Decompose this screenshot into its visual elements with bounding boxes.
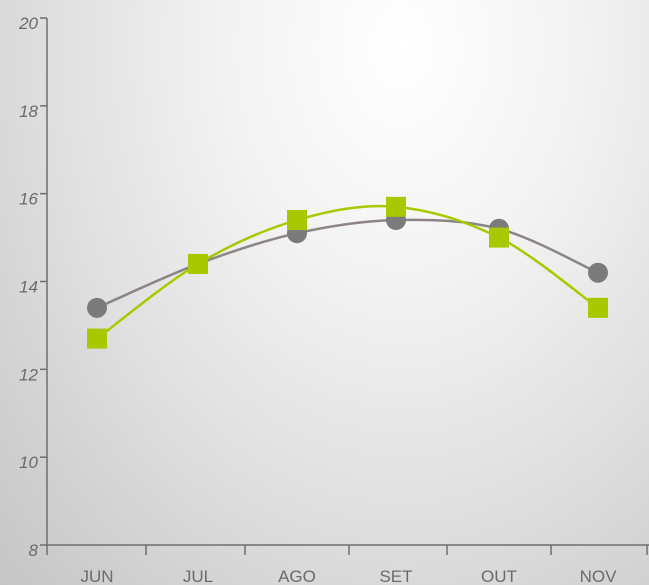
x-tick-label: JUN [80,567,113,585]
series-2-point [489,227,509,248]
series-1-point [588,262,608,283]
series-markers [87,196,608,349]
series-1-point [87,297,107,318]
x-tick-label: OUT [481,567,517,585]
axes [40,17,649,555]
x-tick-label: NOV [580,567,618,585]
x-tick-label: JUL [183,567,213,585]
y-tick-label: 20 [18,14,38,33]
series-line-1 [95,218,600,310]
series-line-2 [95,204,600,340]
tick-labels: 8 10 12 14 16 18 20 JUN JUL AGO SET OUT NOV [18,14,617,585]
x-tick-label: AGO [278,567,316,585]
x-tick-label: SET [379,567,412,585]
series-2-point [87,328,107,349]
y-tick-label: 18 [19,102,38,121]
y-tick-label: 10 [19,453,38,472]
series-lines [95,204,600,340]
series-2-point [188,253,208,274]
series-2-point [386,196,406,217]
series-2-point [287,210,307,231]
y-tick-label: 8 [29,541,39,560]
series-2-point [588,297,608,318]
y-tick-label: 16 [19,190,38,209]
y-tick-label: 14 [19,278,38,297]
y-tick-label: 12 [19,365,38,384]
